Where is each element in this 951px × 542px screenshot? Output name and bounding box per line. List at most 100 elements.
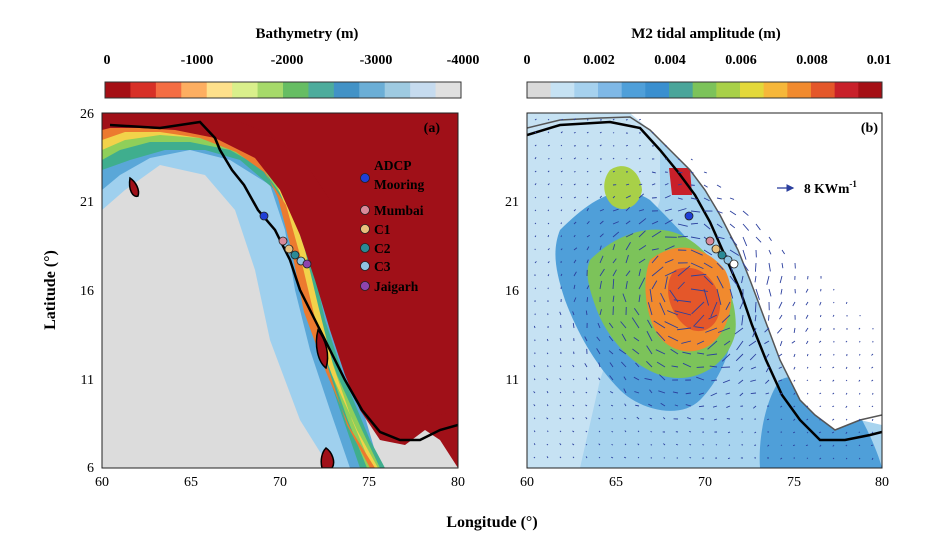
flux-arrow [559,311,562,316]
flux-arrow [722,379,731,384]
flux-arrow [819,405,822,407]
flux-arrow [742,210,749,216]
flux-arrow [586,259,589,264]
flux-arrow [560,170,563,173]
flux-arrow [533,404,536,407]
flux-arrow [651,220,659,225]
flux-arrow [585,456,588,459]
flux-arrow [742,249,747,260]
colorbar-swatch [740,82,765,98]
flux-arrow [664,270,677,277]
flux-arrow [559,391,562,394]
flux-arrow [698,405,705,408]
flux-arrow [765,379,770,384]
flux-arrow [609,362,614,368]
flux-arrow [622,293,627,303]
flux-arrow [625,270,631,277]
flux-arrow [611,431,614,433]
y-ticks-a: 26 21 16 11 6 [80,107,94,476]
flux-arrow [793,353,796,358]
flux-arrow [670,348,679,355]
flux-arrow [805,301,809,306]
flux-arrow [819,392,822,395]
flux-arrow [599,268,605,277]
colorbar-swatch [811,82,836,98]
flux-arrow [703,249,713,256]
flux-arrow [636,416,640,420]
flux-arrow [625,183,630,186]
flux-arrow [573,183,576,186]
flux-arrow [664,183,669,186]
shoal-a [315,328,329,370]
x-tick: 80 [875,475,889,490]
flux-arrow [677,158,681,161]
flux-arrow [755,223,761,231]
flux-arrow [573,271,577,277]
flux-arrow [674,310,692,316]
shoal-b [320,447,335,468]
flux-arrow [682,362,692,368]
flux-arrow [871,431,874,434]
colorbar-swatch [527,82,552,98]
flux-arrow [609,391,614,394]
flux-arrow [611,417,614,420]
flux-arrow [598,456,601,459]
flux-arrow [586,196,589,199]
legend-label-c2: C2 [374,241,391,256]
flux-arrow [779,340,783,347]
flux-arrow [697,352,705,355]
flux-arrow [547,222,550,225]
flux-arrow [546,456,549,459]
flux-arrow [560,248,563,251]
flux-arrow [586,208,589,212]
flux-arrow [560,209,563,212]
colorbar-swatch [359,82,386,98]
flux-arrow [738,379,744,385]
legend-label-jaigarh: Jaigarh [374,279,419,294]
flux-arrow [572,364,575,368]
flux-arrow [845,379,848,382]
flux-arrow [632,348,640,355]
flux-arrow [572,417,575,420]
flux-arrow [806,405,809,408]
flux-arrow [560,196,563,199]
flux-arrow [560,144,563,147]
flux-arrow [677,327,692,331]
flux-arrow [533,325,536,329]
colorbar-a-tick: 0 [104,53,111,68]
y-tick: 16 [80,284,94,299]
colorbar-swatch [283,82,309,98]
flux-arrow [668,335,679,342]
flux-arrow [546,378,549,381]
flux-arrow [859,392,861,395]
colorbar-b [527,82,883,98]
flux-arrow [729,275,738,286]
flux-arrow [599,233,604,238]
flux-arrow [534,261,537,264]
flux-arrow [547,118,550,121]
flux-arrow [779,392,783,396]
flux-arrow [703,197,710,202]
colorbar-swatch [692,82,717,98]
flux-arrow [573,247,578,251]
flux-arrow [598,443,601,446]
flux-arrow [664,208,672,212]
legend-swatch-mumbai [360,205,370,215]
amplitude-field-green-north [604,166,642,210]
flux-arrow [819,327,822,331]
flux-arrow [655,349,666,355]
legend-swatch-c1 [360,224,370,234]
flux-arrow [845,301,848,305]
flux-arrow [660,292,666,303]
slope-band-light [102,113,372,468]
flux-arrow [765,366,770,373]
flux-arrow [598,417,601,420]
flux-arrow [585,404,588,407]
flux-arrow [780,405,783,408]
flux-arrow [871,379,874,382]
flux-arrow [625,233,634,238]
flux-arrow [710,392,718,397]
flux-arrow [612,295,615,303]
flux-arrow [547,196,550,199]
flux-arrow [696,340,705,345]
